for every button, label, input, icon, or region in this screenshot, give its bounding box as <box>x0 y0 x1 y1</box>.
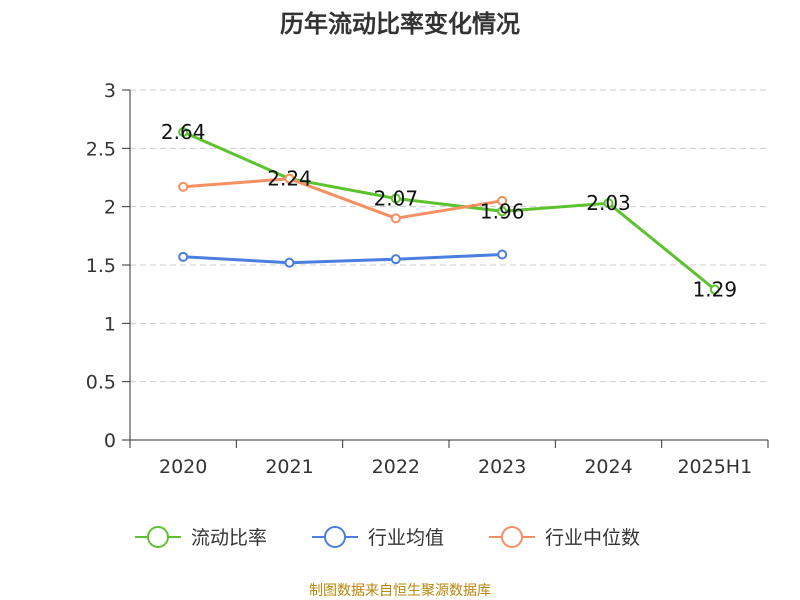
axes: 0 0.5 1 1.5 2 2.5 3 2020 2021 2022 2023 2024 2025H1 <box>86 80 769 478</box>
data-label: 2.64 <box>161 120 206 144</box>
y-tick-label: 1 <box>104 313 116 335</box>
grid <box>130 89 768 383</box>
data-point <box>603 198 614 209</box>
series-layer <box>178 127 720 295</box>
data-point <box>178 127 189 137</box>
y-tick-label: 0 <box>104 430 116 452</box>
x-tick-label: 2025H1 <box>677 456 752 478</box>
x-tick-label: 2024 <box>584 456 632 478</box>
data-labels: 2.64 2.24 2.07 1.96 2.03 1.29 <box>161 120 737 302</box>
legend[interactable]: 流动比率 行业均值 行业中位数 <box>135 526 640 549</box>
data-label: 1.96 <box>480 199 525 223</box>
data-point <box>284 257 295 268</box>
series-line <box>183 177 503 220</box>
legend-item[interactable]: 行业均值 <box>312 526 444 549</box>
data-label: 1.29 <box>693 278 738 302</box>
data-point <box>497 195 508 206</box>
legend-marker <box>501 526 523 548</box>
x-tick-label: 2021 <box>265 456 313 478</box>
series-line <box>183 253 503 265</box>
data-label: 2.07 <box>374 187 419 211</box>
y-tick-label: 2 <box>104 197 116 219</box>
source-note: 制图数据来自恒生聚源数据库 <box>309 583 491 599</box>
data-point <box>390 213 401 224</box>
data-point <box>709 284 720 295</box>
legend-marker <box>147 526 169 548</box>
legend-label: 流动比率 <box>191 527 267 549</box>
data-point <box>497 206 508 217</box>
legend-label: 行业均值 <box>368 527 444 549</box>
y-tick-label: 3 <box>104 80 116 102</box>
x-tick-label: 2022 <box>372 456 420 478</box>
legend-item[interactable]: 流动比率 <box>135 526 267 549</box>
chart-title: 历年流动比率变化情况 <box>280 10 520 38</box>
x-tick-label: 2020 <box>159 456 207 478</box>
legend-marker <box>324 526 346 548</box>
data-label: 2.03 <box>586 191 631 215</box>
y-tick-label: 1.5 <box>86 255 116 277</box>
data-point <box>284 173 295 184</box>
data-point <box>390 193 401 204</box>
data-point <box>178 251 189 262</box>
legend-label: 行业中位数 <box>545 527 640 549</box>
x-tick-label: 2023 <box>478 456 526 478</box>
data-point <box>497 249 508 260</box>
legend-item[interactable]: 行业中位数 <box>489 526 640 549</box>
y-tick-label: 0.5 <box>86 372 116 394</box>
data-point <box>390 254 401 265</box>
data-label: 2.24 <box>267 167 312 191</box>
series-line <box>182 130 716 291</box>
y-tick-label: 2.5 <box>86 138 116 160</box>
data-point <box>178 181 189 192</box>
